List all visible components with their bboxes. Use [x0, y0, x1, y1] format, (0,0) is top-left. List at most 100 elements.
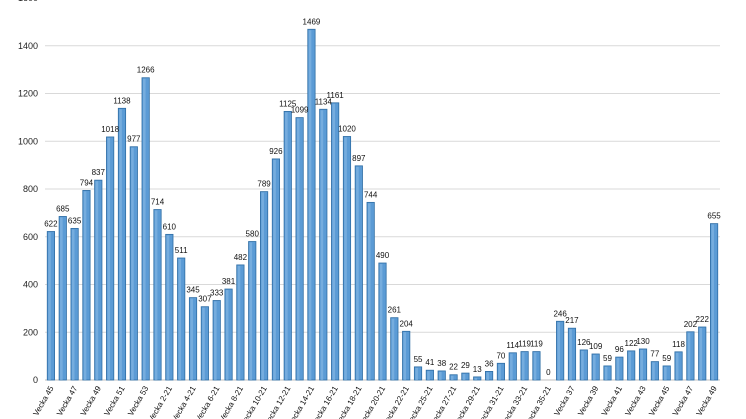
bar-highlight [71, 229, 75, 380]
bar [591, 353, 600, 381]
data-label: 222 [696, 315, 710, 324]
data-label: 130 [636, 337, 650, 346]
bar [710, 223, 719, 381]
data-label: 246 [553, 309, 567, 318]
bar [319, 108, 328, 381]
data-label: 1018 [101, 125, 119, 134]
bar-highlight [581, 350, 584, 380]
bar [402, 330, 411, 381]
data-label: 59 [603, 354, 612, 363]
data-label: 307 [198, 295, 212, 304]
bar-highlight [107, 137, 111, 380]
bar [295, 117, 304, 381]
data-label: 55 [414, 355, 423, 364]
y-tick-label: 1000 [18, 136, 38, 146]
bar [366, 201, 375, 381]
bar-highlight [285, 112, 288, 380]
data-label: 610 [163, 222, 177, 231]
bar [449, 374, 458, 381]
data-label: 926 [269, 147, 283, 156]
bar-highlight [214, 301, 217, 380]
y-tick-label: 600 [23, 232, 38, 242]
bar-highlight [557, 322, 561, 380]
y-tick-label: 1600 [18, 0, 38, 3]
data-label: 261 [388, 306, 402, 315]
bar-highlight [415, 367, 418, 380]
bar-highlight [379, 264, 383, 380]
data-label: 977 [127, 135, 141, 144]
bar [425, 369, 434, 381]
data-label: 70 [496, 351, 505, 360]
x-tick-label: Vecka 43 [624, 384, 649, 417]
bar [342, 136, 352, 381]
bar-highlight [48, 232, 51, 380]
bar [307, 28, 316, 381]
bar-highlight [486, 372, 489, 380]
bar [532, 351, 541, 381]
bar-highlight [474, 377, 478, 380]
y-tick-label: 800 [23, 184, 38, 194]
bar-highlight [273, 159, 276, 380]
bar [248, 241, 257, 381]
bar [129, 146, 138, 381]
bar-highlight [83, 191, 87, 380]
bar-highlight [119, 109, 122, 381]
x-tick-label: Vecka 45 [647, 384, 672, 417]
bar [141, 77, 150, 381]
bar-highlight [344, 137, 347, 380]
bar [117, 107, 127, 381]
bar-highlight [427, 371, 430, 380]
bar-highlight [604, 366, 608, 380]
y-tick-label: 1400 [18, 41, 38, 51]
data-label: 38 [437, 359, 446, 368]
bar [686, 331, 695, 381]
bars [46, 28, 719, 381]
bar-highlight [237, 265, 241, 380]
data-label: 202 [684, 320, 698, 329]
data-label: 1125 [279, 99, 297, 108]
data-label: 109 [589, 342, 603, 351]
x-tick-label: Vecka 51 [102, 384, 127, 417]
bar-highlight [403, 332, 407, 380]
bar [378, 262, 387, 381]
data-label: 36 [485, 359, 494, 368]
data-label: 789 [257, 180, 271, 189]
bar [106, 136, 115, 381]
bar-highlight [60, 217, 63, 380]
bar [485, 371, 494, 381]
data-label: 204 [400, 319, 414, 328]
bar [46, 231, 55, 381]
data-label: 118 [672, 340, 685, 349]
bar [94, 179, 103, 381]
data-label: 77 [650, 350, 659, 359]
y-tick-label: 200 [23, 327, 38, 337]
bar [260, 191, 269, 381]
data-label: 685 [56, 204, 70, 213]
bar [82, 190, 91, 381]
bar-highlight [308, 30, 312, 381]
bar-highlight [462, 374, 466, 380]
y-tick-label: 400 [23, 280, 38, 290]
data-label: 41 [425, 358, 434, 367]
bar-highlight [190, 298, 193, 380]
bar-highlight [332, 103, 336, 380]
x-tick-label: Vecka 45 [31, 384, 56, 417]
bar [520, 351, 529, 381]
bar-highlight [367, 203, 371, 380]
bar [615, 356, 624, 381]
data-label: 1161 [327, 91, 345, 100]
bar [437, 370, 446, 381]
bar [390, 317, 399, 381]
data-label: 29 [461, 361, 470, 370]
bar [698, 326, 707, 381]
x-tick-label: Vecka 2-21 [146, 384, 174, 419]
bar [627, 350, 636, 381]
bar-highlight [154, 210, 158, 380]
bar-highlight [699, 327, 703, 380]
x-tick-label: Vecka 39 [576, 384, 601, 417]
bar-highlight [675, 352, 679, 380]
data-label: 1134 [315, 97, 333, 106]
bar-highlight [450, 375, 454, 380]
